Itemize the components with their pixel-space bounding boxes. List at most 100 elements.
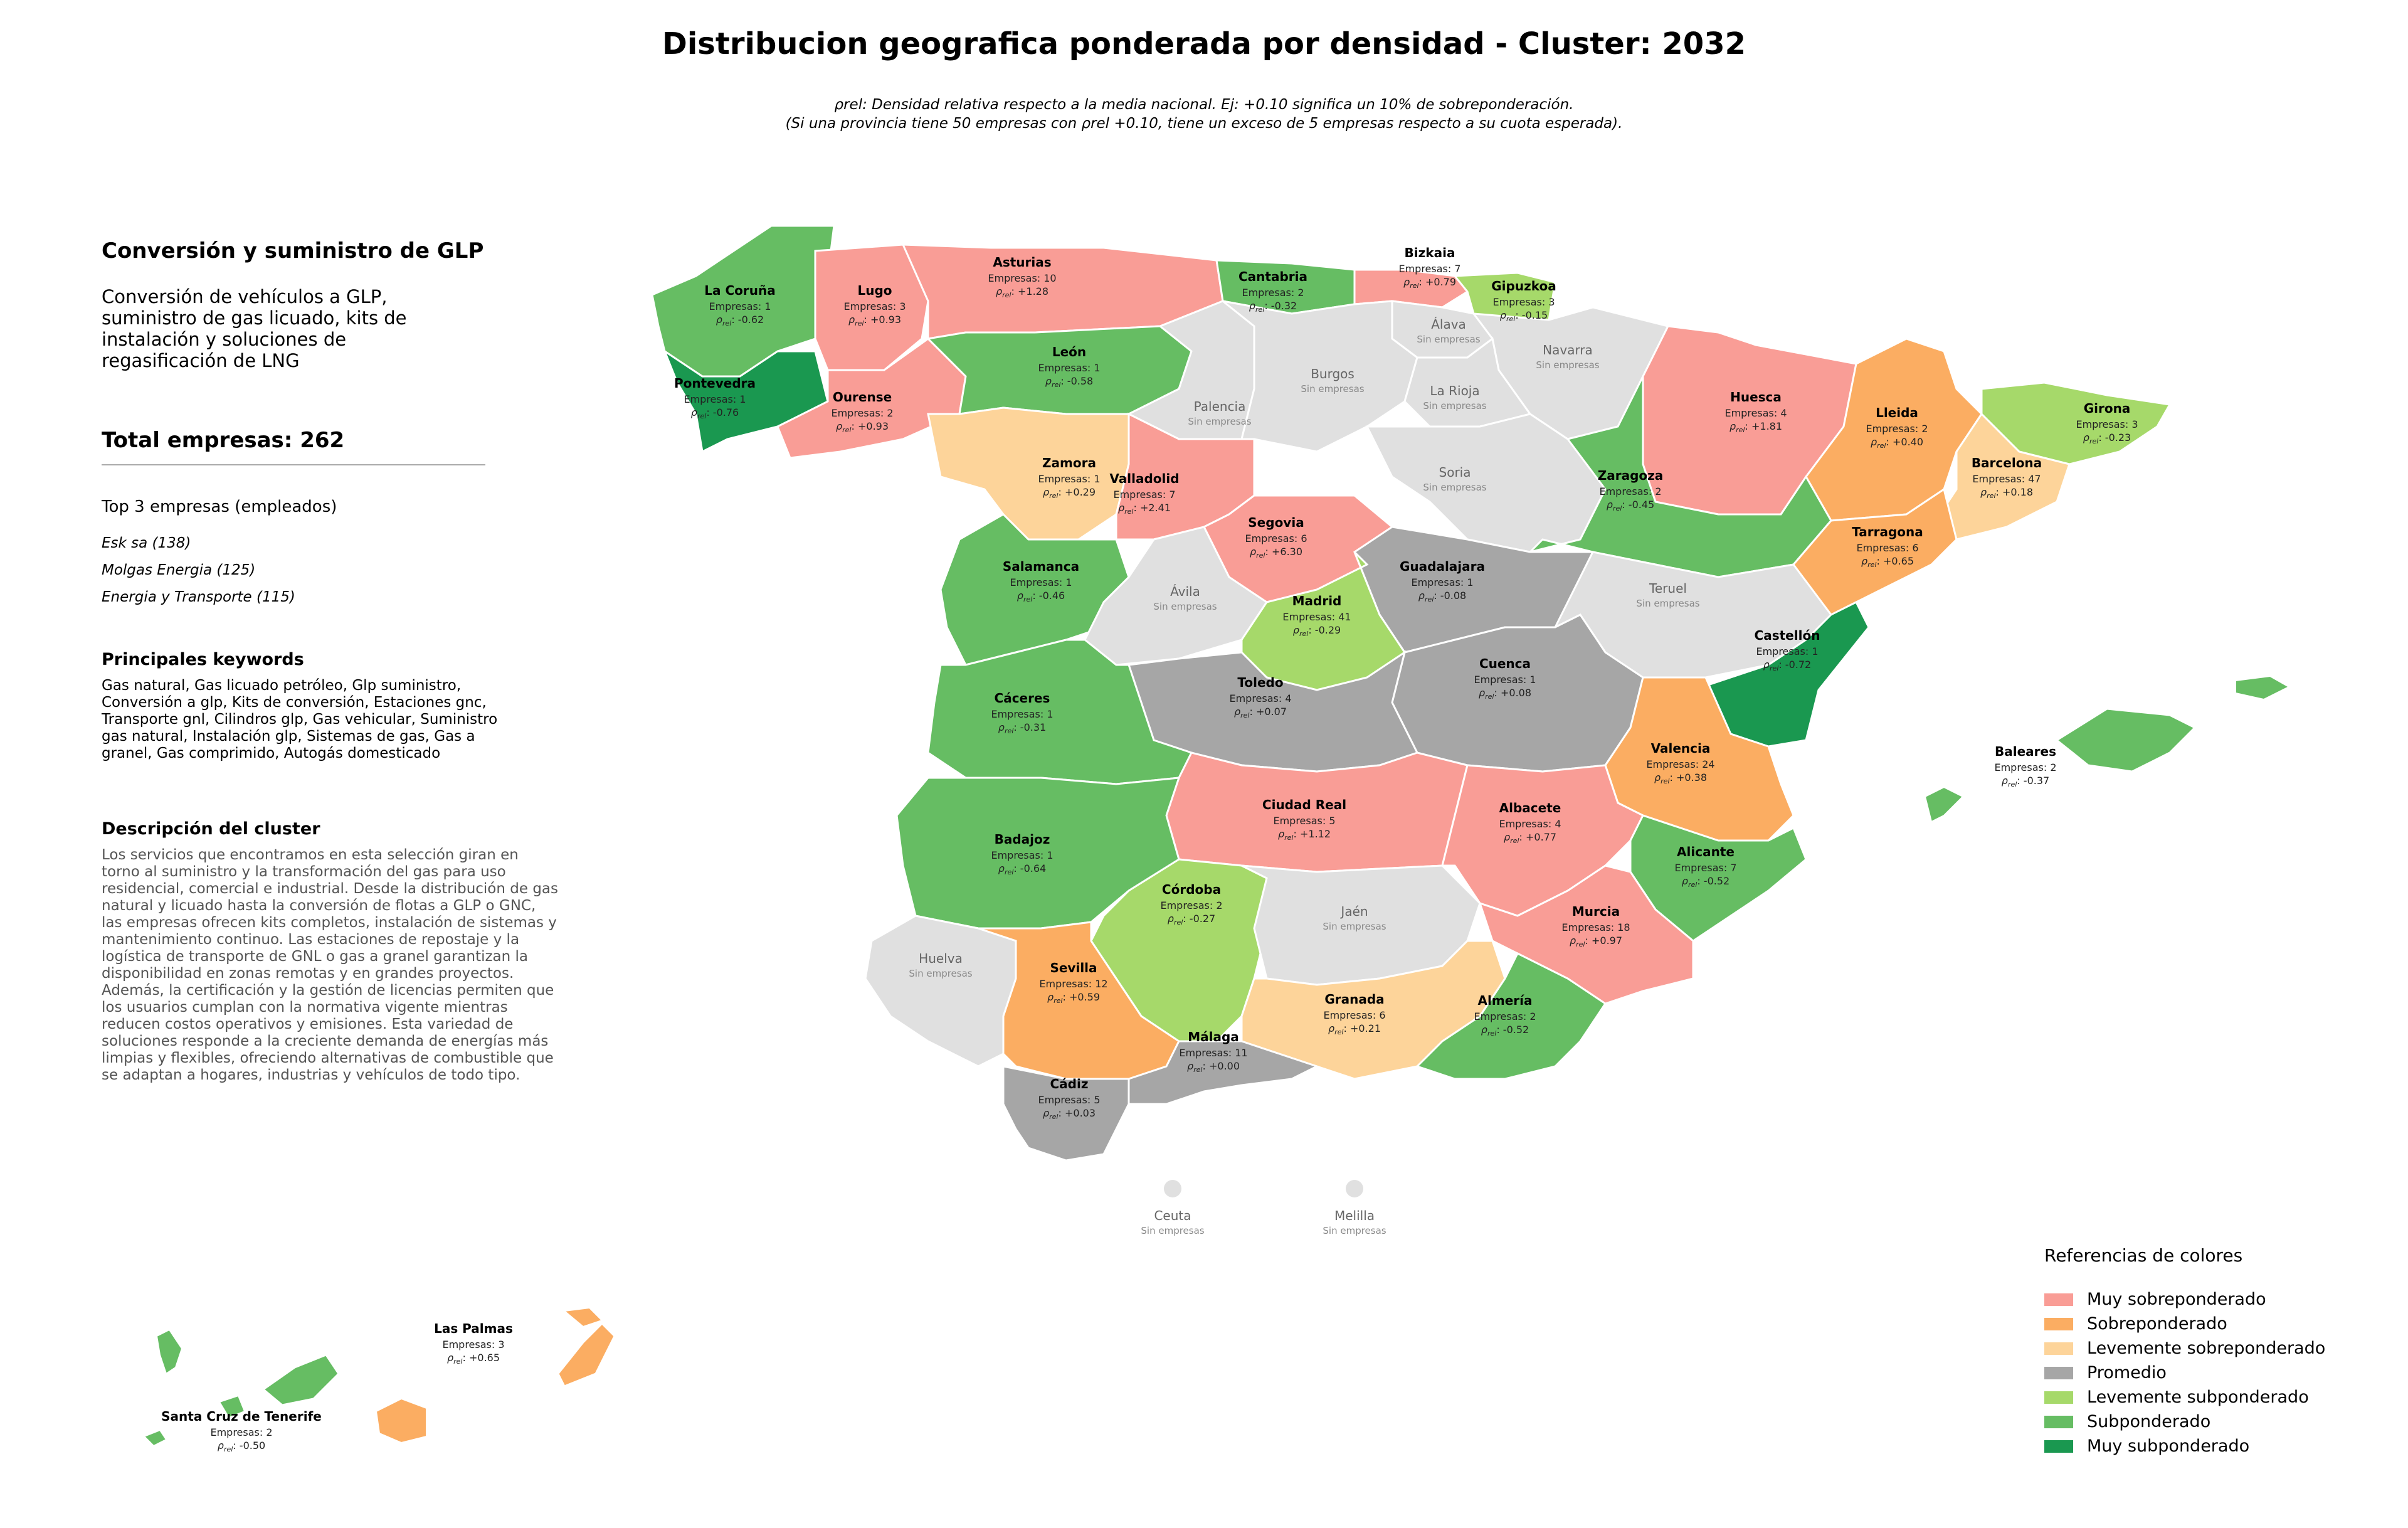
- province-name-label: Murcia: [1572, 904, 1620, 919]
- legend-swatch: [2044, 1440, 2073, 1453]
- province-name-label: Cuenca: [1479, 656, 1531, 671]
- province-baleares: [2055, 708, 2197, 773]
- province-no-data-label: Sin empresas: [1423, 400, 1486, 411]
- province-name-label: Cantabria: [1238, 269, 1307, 284]
- province-name-label: Toledo: [1237, 675, 1283, 690]
- province-name-label: Albacete: [1499, 800, 1561, 815]
- province-name-label: La Coruña: [704, 283, 775, 298]
- province-name-label: Melilla: [1334, 1208, 1375, 1223]
- province-count-label: Empresas: 1: [1038, 362, 1100, 374]
- province-name-label: Salamanca: [1003, 559, 1079, 574]
- province-no-data-label: Sin empresas: [1153, 601, 1217, 612]
- province-name-label: Valladolid: [1109, 471, 1179, 486]
- province-rho-label: ρrel: +0.40: [1871, 436, 1923, 450]
- province-rho-label: ρrel: +0.59: [1047, 991, 1100, 1005]
- province-count-label: Empresas: 1: [1411, 576, 1473, 588]
- province-name-label: Lleida: [1876, 405, 1918, 420]
- province-count-label: Empresas: 1: [709, 300, 771, 312]
- province-count-label: Empresas: 47: [1972, 473, 2041, 485]
- province-burgos: [1222, 300, 1418, 453]
- province-count-label: Empresas: 2: [1474, 1011, 1536, 1022]
- province-name-label: Málaga: [1188, 1029, 1239, 1044]
- province-name-label: Huesca: [1730, 390, 1782, 405]
- province-name-label: Granada: [1324, 992, 1384, 1007]
- province-rho-label: ρrel: -0.76: [691, 406, 739, 420]
- province-no-data-label: Sin empresas: [1636, 598, 1699, 609]
- province-count-label: Empresas: 41: [1282, 611, 1351, 623]
- keywords-heading: Principales keywords: [102, 650, 304, 669]
- province-name-label: Las Palmas: [434, 1321, 513, 1336]
- province-count-label: Empresas: 10: [988, 272, 1056, 284]
- province-rho-label: ρrel: -0.23: [2083, 432, 2131, 445]
- province-count-label: Empresas: 1: [991, 849, 1053, 861]
- province-count-label: Empresas: 2: [1994, 761, 2056, 773]
- province-rho-label: ρrel: -0.08: [1418, 590, 1466, 603]
- province-rho-label: ρrel: +1.81: [1729, 420, 1782, 434]
- legend-item: Muy subponderado: [2044, 1434, 2325, 1458]
- province-rho-label: ρrel: +0.21: [1328, 1022, 1381, 1036]
- province-rho-label: ρrel: +0.00: [1187, 1060, 1240, 1074]
- province-count-label: Empresas: 6: [1856, 542, 1918, 554]
- province-rho-label: ρrel: +0.77: [1504, 831, 1556, 845]
- province-count-label: Empresas: 3: [2076, 418, 2138, 430]
- province-name-label: Lugo: [857, 283, 892, 298]
- province-count-label: Empresas: 5: [1038, 1094, 1100, 1106]
- province-count-label: Empresas: 1: [1756, 645, 1818, 657]
- province-no-data-label: Sin empresas: [1301, 383, 1364, 395]
- province-name-label: Ávila: [1170, 584, 1200, 599]
- province-almeria: [1415, 952, 1607, 1080]
- province-name-label: Ourense: [833, 390, 892, 405]
- province-rho-label: ρrel: -0.52: [1682, 875, 1729, 889]
- province-malaga: [1127, 1040, 1319, 1105]
- province-count-label: Empresas: 5: [1273, 815, 1335, 827]
- province-name-label: La Rioja: [1430, 383, 1479, 398]
- legend-swatch: [2044, 1293, 2073, 1306]
- province-count-label: Empresas: 7: [1398, 263, 1460, 275]
- province-rho-label: ρrel: -0.46: [1017, 590, 1065, 603]
- province-name-label: Álava: [1431, 317, 1466, 332]
- legend-swatch: [2044, 1317, 2073, 1330]
- province-name-label: Teruel: [1649, 581, 1687, 596]
- province-rho-label: ρrel: +0.65: [447, 1352, 500, 1366]
- province-melilla-marker: [1346, 1180, 1363, 1197]
- province-name-label: Sevilla: [1050, 960, 1097, 975]
- province-count-label: Empresas: 4: [1229, 692, 1291, 704]
- province-count-label: Empresas: 4: [1499, 818, 1561, 830]
- province-cadiz: [1002, 1065, 1130, 1162]
- province-rho-label: ρrel: +2.41: [1118, 502, 1171, 516]
- keywords-text: Gas natural, Gas licuado petróleo, Glp s…: [102, 677, 498, 761]
- province-name-label: Soria: [1439, 465, 1471, 480]
- province-rho-label: ρrel: +6.30: [1250, 546, 1302, 560]
- cluster-summary: Conversión de vehículos a GLP, suministr…: [102, 286, 407, 371]
- province-rho-label: ρrel: +0.29: [1043, 486, 1096, 500]
- province-count-label: Empresas: 1: [1474, 674, 1536, 686]
- province-no-data-label: Sin empresas: [909, 968, 972, 979]
- province-rho-label: ρrel: -0.64: [998, 862, 1046, 876]
- province-rho-label: ρrel: -0.32: [1249, 300, 1297, 314]
- province-rho-label: ρrel: +0.03: [1043, 1107, 1096, 1121]
- province-name-label: Santa Cruz de Tenerife: [161, 1409, 322, 1424]
- legend-label: Muy subponderado: [2087, 1436, 2250, 1456]
- province-name-label: Ceuta: [1154, 1208, 1191, 1223]
- province-caceres: [927, 639, 1193, 785]
- province-rho-label: ρrel: +0.08: [1479, 687, 1531, 701]
- province-rho-label: ρrel: -0.72: [1763, 659, 1811, 672]
- province-name-label: Almería: [1478, 993, 1533, 1008]
- province-rho-label: ρrel: +0.93: [848, 314, 901, 327]
- province-rho-label: ρrel: -0.58: [1045, 375, 1093, 389]
- province-rho-label: ρrel: +0.97: [1570, 935, 1622, 948]
- province-barcelona: [1930, 412, 2071, 541]
- legend-item: Muy sobreponderado: [2044, 1287, 2325, 1312]
- province-name-label: Pontevedra: [674, 376, 756, 391]
- province-rho-label: ρrel: -0.37: [2002, 775, 2049, 788]
- cluster-heading: Conversión y suministro de GLP: [102, 238, 484, 263]
- province-name-label: Navarra: [1543, 342, 1593, 358]
- province-name-label: Castellón: [1755, 628, 1820, 643]
- province-las-palmas-island: [562, 1307, 603, 1328]
- province-name-label: Cáceres: [995, 691, 1050, 706]
- legend-label: Promedio: [2087, 1363, 2167, 1382]
- province-name-label: Girona: [2084, 401, 2131, 416]
- top-company-2: Molgas Energia (125): [102, 562, 256, 578]
- province-name-label: Palencia: [1194, 399, 1246, 414]
